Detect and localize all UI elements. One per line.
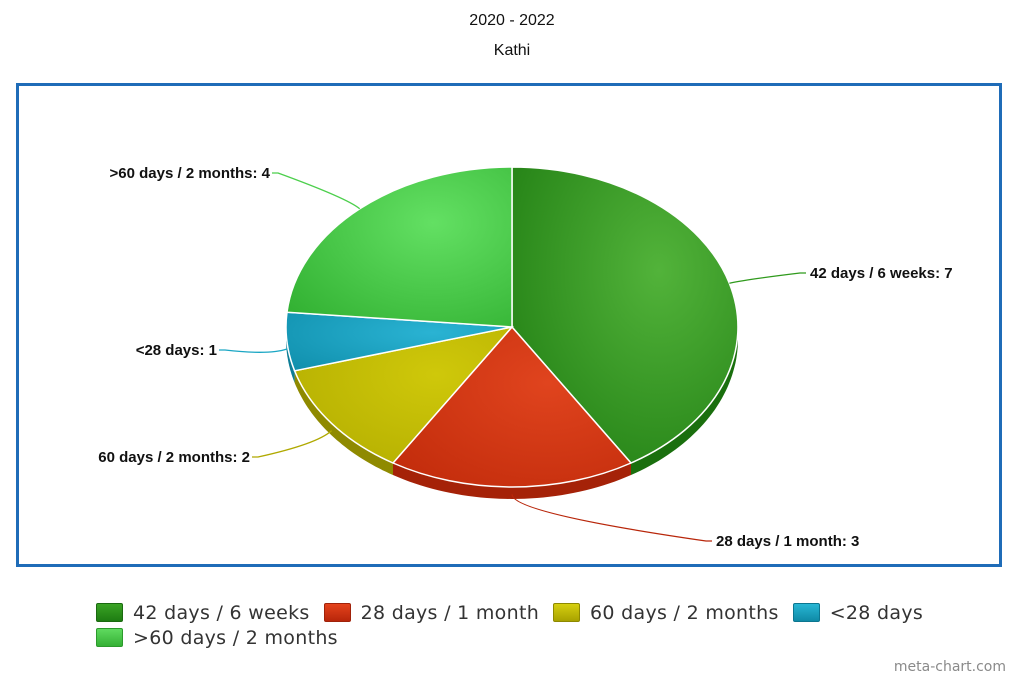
pie-side-month — [393, 463, 631, 499]
pie-side-long — [631, 327, 738, 475]
leader-line-month — [511, 494, 712, 542]
leader-line-over60 — [272, 172, 361, 210]
chart-subtitle: Kathi — [493, 42, 531, 59]
leader-line-short — [219, 348, 288, 353]
pie-side-twomonths — [294, 370, 393, 475]
legend-swatch-42-days — [96, 603, 123, 622]
legend-swatch-under-28-days — [792, 603, 820, 622]
legend-item-over-60-days[interactable]: >60 days / 2 months — [96, 627, 338, 649]
leader-line-twomonths — [252, 430, 333, 458]
legend-swatch-28-days — [323, 603, 351, 622]
legend-label-over-60-days: >60 days / 2 months — [133, 626, 338, 649]
legend: 42 days / 6 weeks 28 days / 1 month 60 d… — [96, 600, 976, 650]
chart-frame — [16, 83, 1002, 567]
legend-label-28-days: 28 days / 1 month — [360, 601, 540, 624]
legend-label-under-28-days: <28 days — [829, 601, 924, 624]
legend-item-42-days[interactable]: 42 days / 6 weeks — [96, 602, 310, 624]
credit-link[interactable]: meta-chart.com — [893, 659, 1006, 675]
legend-item-60-days[interactable]: 60 days / 2 months — [553, 602, 779, 624]
legend-item-under-28-days[interactable]: <28 days — [792, 601, 924, 624]
pie-slice-over60[interactable] — [286, 166, 513, 328]
data-label-month: 28 days / 1 month: 3 — [716, 533, 859, 550]
legend-label-60-days: 60 days / 2 months — [590, 601, 779, 624]
data-label-long: 42 days / 6 weeks: 7 — [810, 265, 953, 282]
data-label-short: <28 days: 1 — [136, 342, 217, 359]
leader-line-long — [729, 272, 806, 284]
pie-slice-long[interactable] — [511, 166, 739, 464]
legend-item-28-days[interactable]: 28 days / 1 month — [323, 601, 540, 624]
chart-title: 2020 - 2022 — [469, 12, 555, 29]
pie-slice-month[interactable] — [391, 325, 633, 488]
pie-depth — [286, 327, 738, 499]
data-label-twomonths: 60 days / 2 months: 2 — [98, 449, 250, 466]
legend-swatch-60-days — [553, 603, 581, 622]
legend-label-42-days: 42 days / 6 weeks — [133, 601, 310, 624]
legend-row-1: 42 days / 6 weeks 28 days / 1 month 60 d… — [96, 600, 976, 625]
legend-row-2: >60 days / 2 months — [96, 625, 976, 650]
pie-slice-twomonths[interactable] — [293, 325, 515, 464]
pie-side-short — [286, 327, 295, 383]
data-label-over60: >60 days / 2 months: 4 — [110, 165, 271, 182]
legend-swatch-over-60-days — [96, 628, 123, 647]
pie-chart: 42 days / 6 weeks: 7 28 days / 1 month: 3… — [98, 165, 953, 550]
